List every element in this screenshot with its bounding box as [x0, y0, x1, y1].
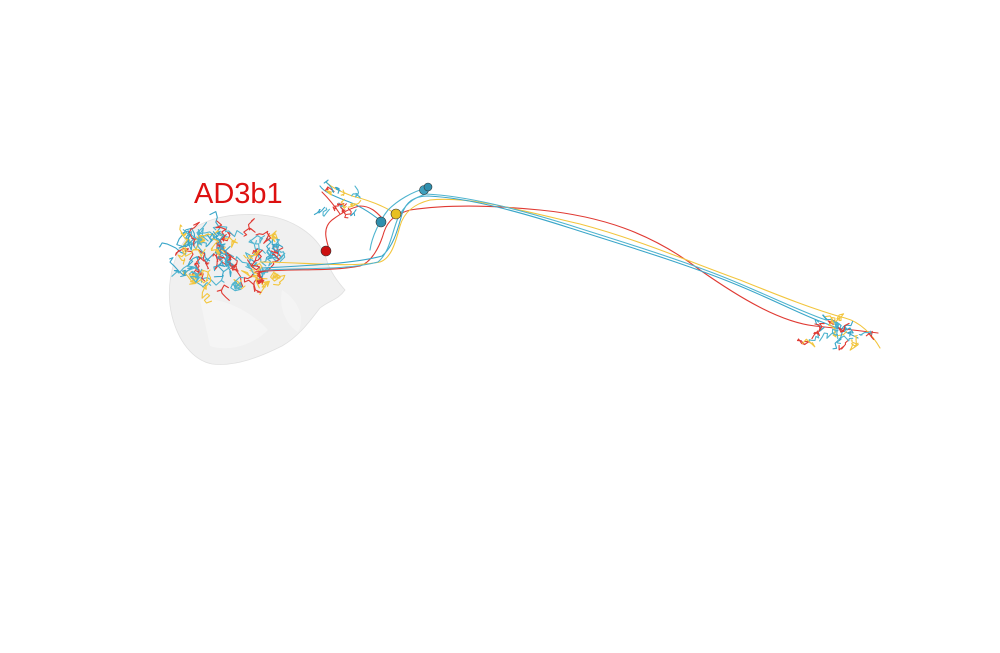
neurite-segment [274, 238, 286, 263]
neurite-segment [231, 276, 244, 290]
neurite-segment [243, 218, 256, 237]
neurite-segment [235, 252, 252, 266]
neurite-segment [313, 206, 326, 216]
neuron-blue-tract [261, 195, 859, 339]
neurite-segment [838, 339, 850, 351]
neurite-segment [177, 246, 188, 265]
neurite-segment [196, 269, 212, 290]
soma-blue-2 [423, 182, 433, 192]
neurite-segment [178, 238, 196, 251]
neurite-segment [255, 230, 272, 244]
neurite-segment [200, 274, 225, 286]
neurite-segment [192, 240, 206, 258]
neurite-segment [814, 322, 825, 332]
soma-blue [375, 216, 387, 228]
neurite-segment [332, 203, 339, 212]
neurite-segment [832, 331, 843, 350]
neurite-segment [259, 280, 270, 295]
neurite-segment [836, 335, 854, 344]
neurite-segment [189, 269, 211, 285]
neuropil-mesh-body [168, 214, 346, 365]
neurite-segment [268, 230, 278, 243]
neuron-teal-tract [265, 193, 827, 321]
neurite-segment [270, 271, 281, 282]
neurite-segment [850, 334, 858, 345]
neurite-segment [188, 221, 200, 247]
neuron-red-branch [321, 191, 341, 215]
neurite-segment [340, 189, 345, 196]
neurite-segment [245, 262, 258, 276]
neurite-segment [838, 322, 850, 333]
neurite-segment [188, 271, 212, 288]
neurite-segment [257, 253, 280, 280]
neurite-segment [243, 249, 261, 260]
neuron-teal-branch [369, 187, 427, 251]
neurite-segment [801, 338, 816, 348]
neurite-segment [322, 207, 330, 217]
neurite-segment [831, 328, 839, 340]
neurite-segment [865, 330, 875, 341]
neurite-segment [191, 268, 203, 284]
neurite-segment [215, 220, 227, 242]
neuron-yellow-tract [259, 198, 881, 349]
neurite-segment [836, 320, 854, 332]
neurite-segment [182, 230, 191, 248]
neurite-segment [323, 179, 335, 193]
neuropil-mesh-facet [200, 299, 268, 349]
neurite-segment [351, 192, 359, 198]
neurite-segment [808, 330, 820, 344]
neurite-segment [836, 313, 845, 322]
neuron-red-tract [254, 205, 879, 334]
neuron-red-branch [325, 205, 385, 253]
neurite-segment [213, 260, 225, 278]
neurite-segment [248, 235, 266, 244]
neurite-segment [849, 342, 859, 351]
neurite-segment [822, 314, 837, 324]
neurite-segment [230, 281, 243, 292]
neurite-segment [182, 229, 203, 253]
soma-red [320, 245, 332, 257]
neurite-segment [340, 198, 347, 209]
neurite-segment [338, 202, 344, 210]
dendritic-arbor [158, 211, 286, 304]
neuron-tracts [254, 181, 881, 349]
neurite-segment [198, 230, 224, 244]
neurite-segment [344, 207, 352, 219]
soma-yellow [390, 208, 402, 220]
neurite-segment [814, 319, 825, 332]
neurite-segment [171, 265, 196, 277]
neurite-segment [241, 270, 260, 289]
neurite-segment [350, 199, 362, 207]
neurite-segment [198, 249, 210, 270]
cell-bodies [320, 182, 433, 257]
neurite-segment [243, 273, 262, 293]
axonal-terminals [313, 179, 875, 351]
neurite-segment [832, 326, 848, 338]
neuropil-mesh-facet [281, 290, 302, 332]
neurite-segment [213, 255, 232, 272]
neurite-segment [209, 230, 225, 241]
neurite-segment [221, 237, 238, 248]
neurite-segment [196, 255, 206, 282]
neuropil-mesh [168, 214, 346, 365]
neurite-segment [325, 189, 332, 196]
neurite-segment [216, 284, 230, 301]
neurite-segment [350, 209, 357, 217]
neurite-segment [266, 252, 286, 267]
neurite-segment [216, 239, 229, 256]
neurite-segment [179, 224, 189, 246]
neurite-segment [261, 249, 280, 263]
neurite-segment [210, 238, 221, 257]
neurite-segment [811, 330, 820, 340]
neurite-segment [340, 206, 346, 215]
cell-type-label: AD3b1 [194, 178, 283, 210]
neurite-segment [858, 330, 872, 336]
neurite-segment [334, 186, 341, 194]
neurite-segment [796, 338, 810, 346]
neurite-segment [324, 186, 335, 192]
